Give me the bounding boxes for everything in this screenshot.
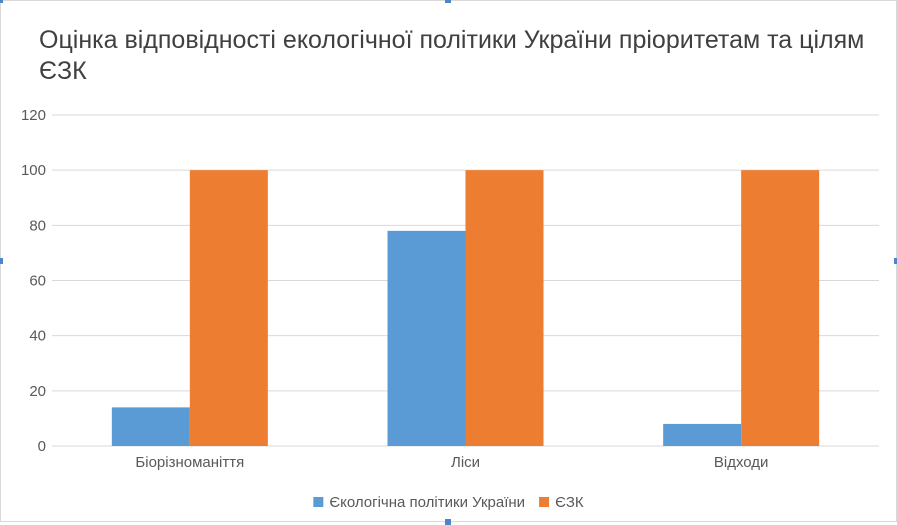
y-tick-label: 60 (29, 273, 46, 290)
bar-ukraine-2[interactable] (663, 423, 742, 446)
y-tick-label: 20 (29, 383, 46, 400)
bar-ukraine-1[interactable] (387, 230, 466, 446)
legend-label-0: Єкологічна політики України (329, 494, 525, 511)
bar-ezk-2[interactable] (741, 170, 820, 446)
legend-label-1: ЄЗК (555, 494, 584, 511)
bar-ezk-0[interactable] (189, 170, 268, 446)
legend-swatch-1 (539, 497, 550, 507)
x-tick-label: Біорізноманіття (135, 454, 244, 471)
resize-handle-bottom-middle[interactable] (445, 519, 451, 525)
y-tick-label: 0 (38, 438, 46, 455)
bar-ukraine-0[interactable] (111, 407, 190, 446)
x-tick-label: Ліси (451, 454, 480, 471)
legend-swatch-0 (313, 497, 324, 507)
resize-handle-top-left[interactable] (0, 0, 3, 3)
y-tick-label: 120 (21, 107, 46, 124)
y-tick-label: 40 (29, 328, 46, 345)
x-tick-label: Відходи (714, 454, 769, 471)
y-tick-label: 100 (21, 162, 46, 179)
y-tick-label: 80 (29, 217, 46, 234)
resize-handle-top-middle[interactable] (445, 0, 451, 3)
resize-handle-middle-right[interactable] (894, 258, 897, 264)
bar-ezk-1[interactable] (465, 170, 544, 446)
chart-title: Оцінка відповідності екологічної політик… (39, 26, 865, 85)
resize-handle-middle-left[interactable] (0, 258, 3, 264)
